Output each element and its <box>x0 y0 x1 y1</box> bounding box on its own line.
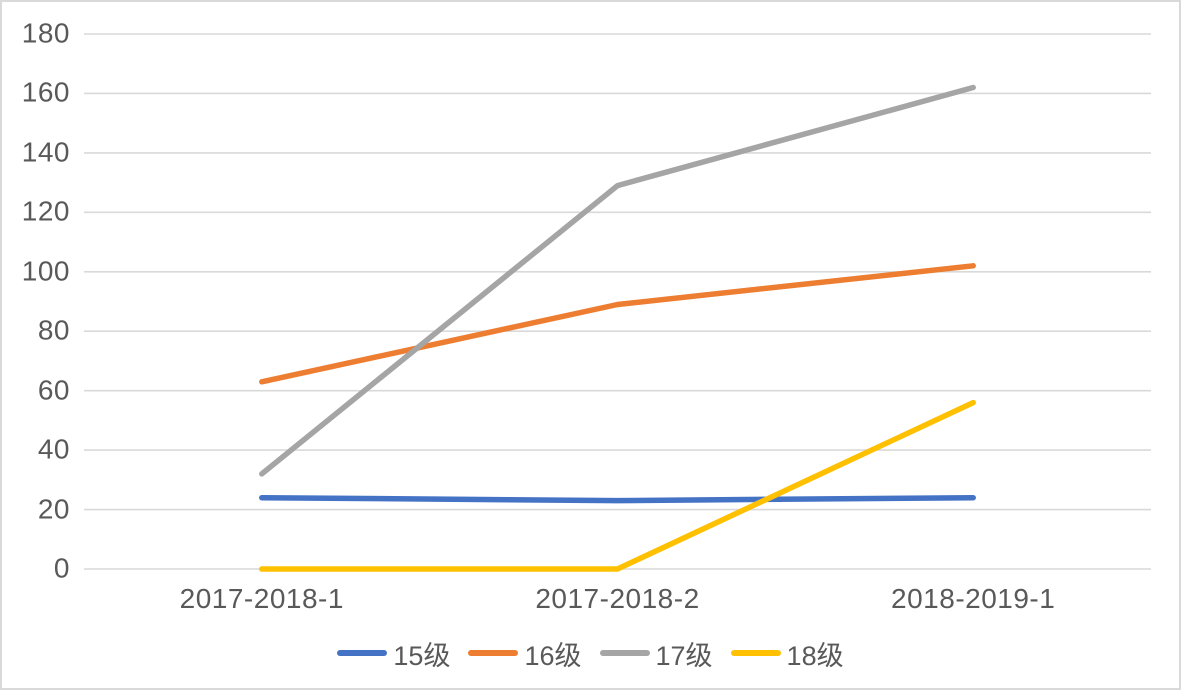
series-line-2 <box>259 84 976 477</box>
y-tick-label: 180 <box>21 17 70 49</box>
y-tick-label: 40 <box>37 433 70 465</box>
y-tick-label: 100 <box>21 255 70 287</box>
legend-label: 15级 <box>393 640 451 671</box>
y-tick-label: 140 <box>21 136 70 168</box>
legend-swatch-icon <box>468 650 519 656</box>
x-category-label: 2017-2018-1 <box>179 583 344 614</box>
series-line-3 <box>259 399 976 572</box>
legend-item-0: 15级 <box>337 634 450 673</box>
x-category-label: 2018-2019-1 <box>891 583 1056 614</box>
series-line-0 <box>259 494 976 504</box>
series-line-1 <box>259 263 976 385</box>
legend-label: 17级 <box>655 640 713 671</box>
y-tick-label: 0 <box>53 552 70 584</box>
y-tick-label: 20 <box>37 492 70 524</box>
legend-swatch-icon <box>599 650 650 656</box>
y-tick-label: 120 <box>21 195 70 227</box>
legend-swatch-icon <box>730 650 781 656</box>
x-category-label: 2017-2018-2 <box>535 583 700 614</box>
legend-label: 18级 <box>786 640 844 671</box>
y-tick-label: 160 <box>21 76 70 108</box>
legend-label: 16级 <box>524 640 582 671</box>
y-tick-label: 60 <box>37 374 70 406</box>
legend-item-1: 16级 <box>468 634 582 673</box>
y-tick-label: 80 <box>37 314 70 346</box>
legend-swatch-icon <box>337 650 388 656</box>
legend-item-2: 17级 <box>599 634 713 673</box>
legend: 15级 16级 17级 18级 <box>2 634 1179 673</box>
legend-item-3: 18级 <box>730 634 844 673</box>
